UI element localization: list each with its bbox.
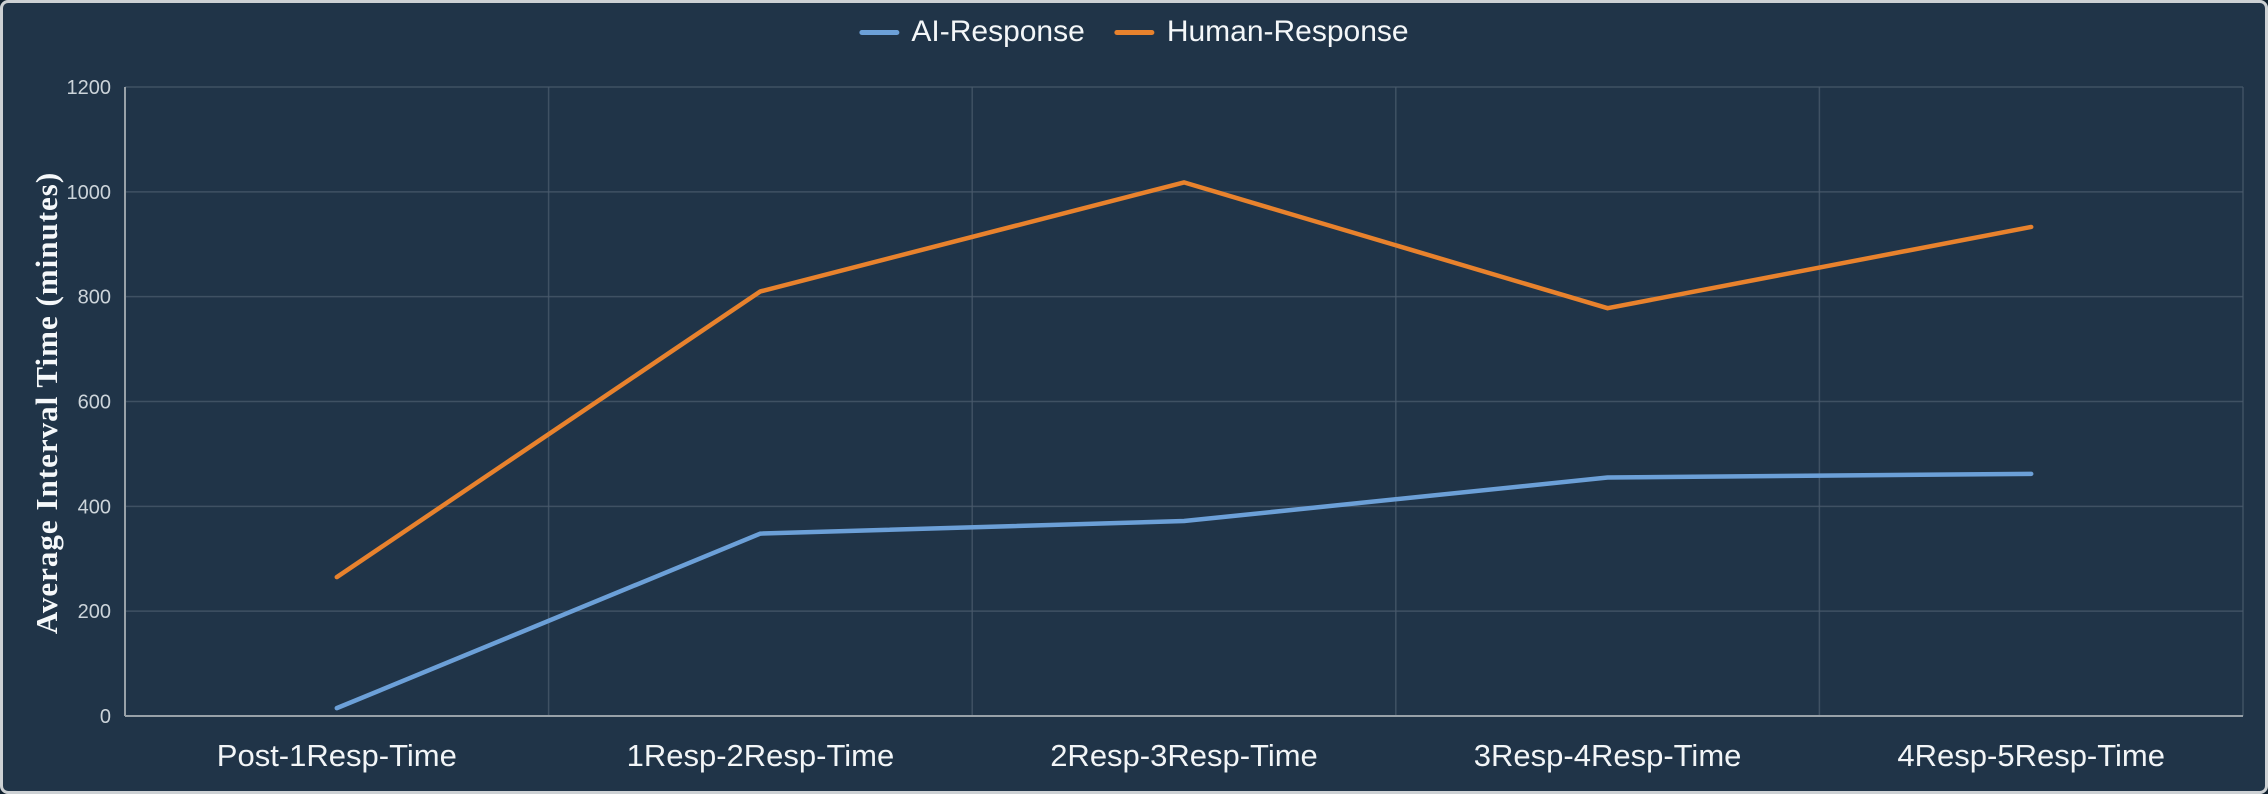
y-tick-label: 600 <box>78 392 111 414</box>
y-tick-label: 0 <box>100 706 111 728</box>
y-tick-label: 1000 <box>67 182 112 204</box>
x-tick-label: 3Resp-4Resp-Time <box>1474 738 1742 773</box>
legend-swatch-ai-response <box>859 29 900 35</box>
y-tick-label: 200 <box>78 601 111 623</box>
x-tick-label: 4Resp-5Resp-Time <box>1897 738 2165 773</box>
series-line-human-response <box>334 180 2034 580</box>
x-tick-label: Post-1Resp-Time <box>217 738 457 773</box>
plot-area: 0 200 400 600 800 1000 1200 Post-1Resp-Time 1Res… <box>67 77 2244 773</box>
legend-swatch-human-response <box>1114 29 1155 35</box>
legend-label-human-response: Human-Response <box>1166 15 1409 48</box>
x-tick-label: 2Resp-3Resp-Time <box>1050 738 1318 773</box>
y-tick-label: 800 <box>78 287 111 309</box>
series-line-ai-response <box>334 471 2034 711</box>
legend: AI-Response Human-Response <box>859 15 1409 49</box>
legend-item-human-response[interactable]: Human-Response <box>1114 15 1409 49</box>
x-tick-label: 1Resp-2Resp-Time <box>627 738 895 773</box>
legend-item-ai-response[interactable]: AI-Response <box>859 15 1085 49</box>
legend-label-ai-response: AI-Response <box>911 15 1085 48</box>
y-tick-label: 1200 <box>67 77 112 99</box>
y-tick-label: 400 <box>78 496 111 518</box>
